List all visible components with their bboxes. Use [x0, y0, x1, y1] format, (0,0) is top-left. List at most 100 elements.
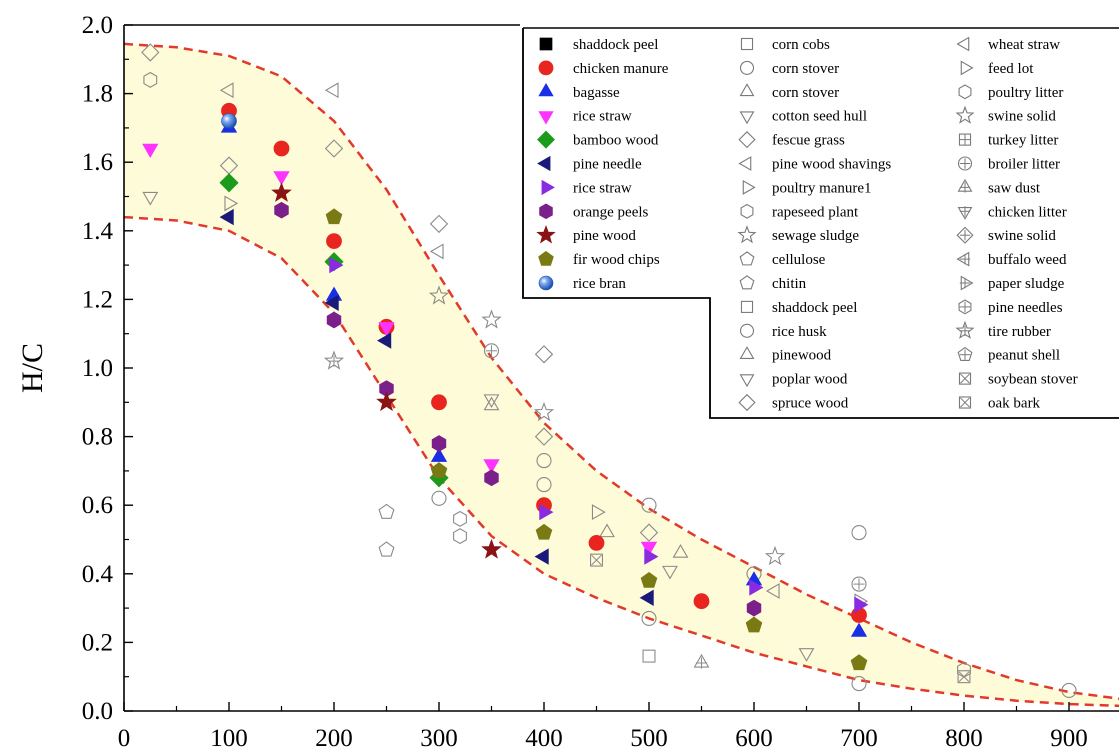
data-point: [430, 462, 448, 478]
data-point: [957, 661, 971, 678]
legend-marker: [957, 156, 973, 171]
data-point: [142, 191, 159, 206]
legend-label: poplar wood: [772, 372, 848, 388]
legend-label: tire rubber: [988, 324, 1051, 340]
y-tick-label: 0.8: [82, 424, 113, 451]
data-point: [854, 596, 869, 613]
legend-marker: [739, 275, 755, 290]
data-point: [536, 477, 552, 493]
data-point: [219, 156, 239, 175]
x-tick-label: 400: [525, 725, 563, 749]
data-point: [798, 648, 815, 662]
data-point: [219, 173, 239, 193]
data-point: [850, 622, 868, 637]
legend-label: pinewood: [772, 348, 832, 364]
y-tick-label: 1.2: [82, 286, 113, 313]
data-point: [534, 548, 549, 565]
y-tick-label: 1.4: [82, 218, 114, 245]
legend-marker: [742, 179, 756, 195]
legend-label: corn stover: [772, 61, 839, 77]
x-tick-label: 900: [1050, 725, 1088, 749]
legend-label: feed lot: [988, 61, 1034, 77]
legend-marker: [957, 206, 973, 220]
data-point: [764, 545, 786, 566]
band-lower-line: [124, 215, 1119, 708]
data-point: [1061, 682, 1077, 698]
legend-marker: [739, 60, 755, 75]
data-point: [378, 322, 395, 337]
data-point: [640, 571, 658, 588]
data-point: [590, 553, 603, 567]
data-points: [141, 43, 1077, 698]
data-point: [376, 391, 397, 412]
legend-marker: [958, 299, 972, 315]
legend-marker: [538, 60, 554, 76]
y-tick-label: 0.4: [82, 561, 114, 588]
data-point: [591, 504, 606, 521]
legend-label: soybean stover: [988, 372, 1078, 388]
data-point: [428, 285, 450, 305]
data-point: [271, 182, 292, 202]
legend-label: cellulose: [772, 252, 826, 268]
legend-marker: [958, 84, 972, 100]
legend-marker: [958, 133, 972, 146]
legend-marker: [539, 37, 553, 51]
legend-marker: [958, 372, 972, 385]
legend-label: bagasse: [573, 85, 620, 101]
data-point: [672, 544, 689, 558]
band-fill: [124, 43, 1119, 706]
legend-marker: [960, 60, 974, 76]
data-point: [431, 490, 447, 506]
legend-label: shaddock peel: [772, 300, 857, 316]
legend-label: bamboo wood: [573, 133, 659, 149]
legend-label: corn cobs: [772, 37, 830, 53]
legend-label: corn stover: [772, 85, 839, 101]
axes: 0 100 200 300 400 500 600 700 800 900 0.0 0.2 0.4 0.6…: [16, 12, 1119, 749]
data-point: [535, 523, 553, 540]
legend-marker: [536, 224, 556, 244]
data-point: [143, 71, 158, 88]
data-point: [533, 401, 555, 422]
legend-label: paper sludge: [988, 276, 1065, 292]
data-point: [378, 541, 395, 557]
data-point: [326, 311, 342, 329]
y-tick-label: 2.0: [82, 12, 113, 39]
legend-marker: [740, 300, 754, 313]
legend-marker: [955, 105, 975, 124]
data-point: [431, 394, 447, 411]
data-point: [484, 469, 499, 487]
data-point: [273, 171, 290, 186]
legend-label: swine solid: [988, 228, 1056, 244]
y-tick-label: 1.0: [82, 355, 113, 382]
legend-marker: [739, 323, 755, 338]
data-point: [641, 497, 657, 513]
legend-marker: [955, 320, 975, 339]
legend-marker: [956, 36, 970, 52]
y-axis-label: H/C: [16, 343, 49, 393]
data-point: [693, 593, 710, 610]
legend-label: sewage sludge: [772, 228, 859, 244]
data-point: [644, 548, 659, 565]
legend-marker: [739, 374, 755, 388]
legend-label: rapeseed plant: [772, 204, 859, 220]
data-point: [599, 523, 615, 538]
legend-marker: [738, 156, 752, 171]
legend-marker: [957, 178, 973, 193]
legend-label: chicken manure: [573, 61, 669, 77]
data-point: [851, 525, 867, 541]
data-point: [429, 243, 444, 260]
legend-label: rice bran: [573, 276, 626, 292]
legend-label: spruce wood: [772, 396, 849, 412]
data-point: [640, 541, 658, 556]
envelope-band: [124, 42, 1119, 708]
legend-marker: [537, 130, 555, 149]
data-point: [326, 233, 342, 250]
data-point: [539, 503, 554, 521]
x-tick-label: 700: [840, 725, 878, 749]
data-point: [850, 654, 868, 671]
data-point: [483, 343, 500, 359]
data-point: [851, 576, 867, 592]
data-point: [377, 332, 392, 349]
legend-label: cotton seed hull: [772, 109, 867, 125]
